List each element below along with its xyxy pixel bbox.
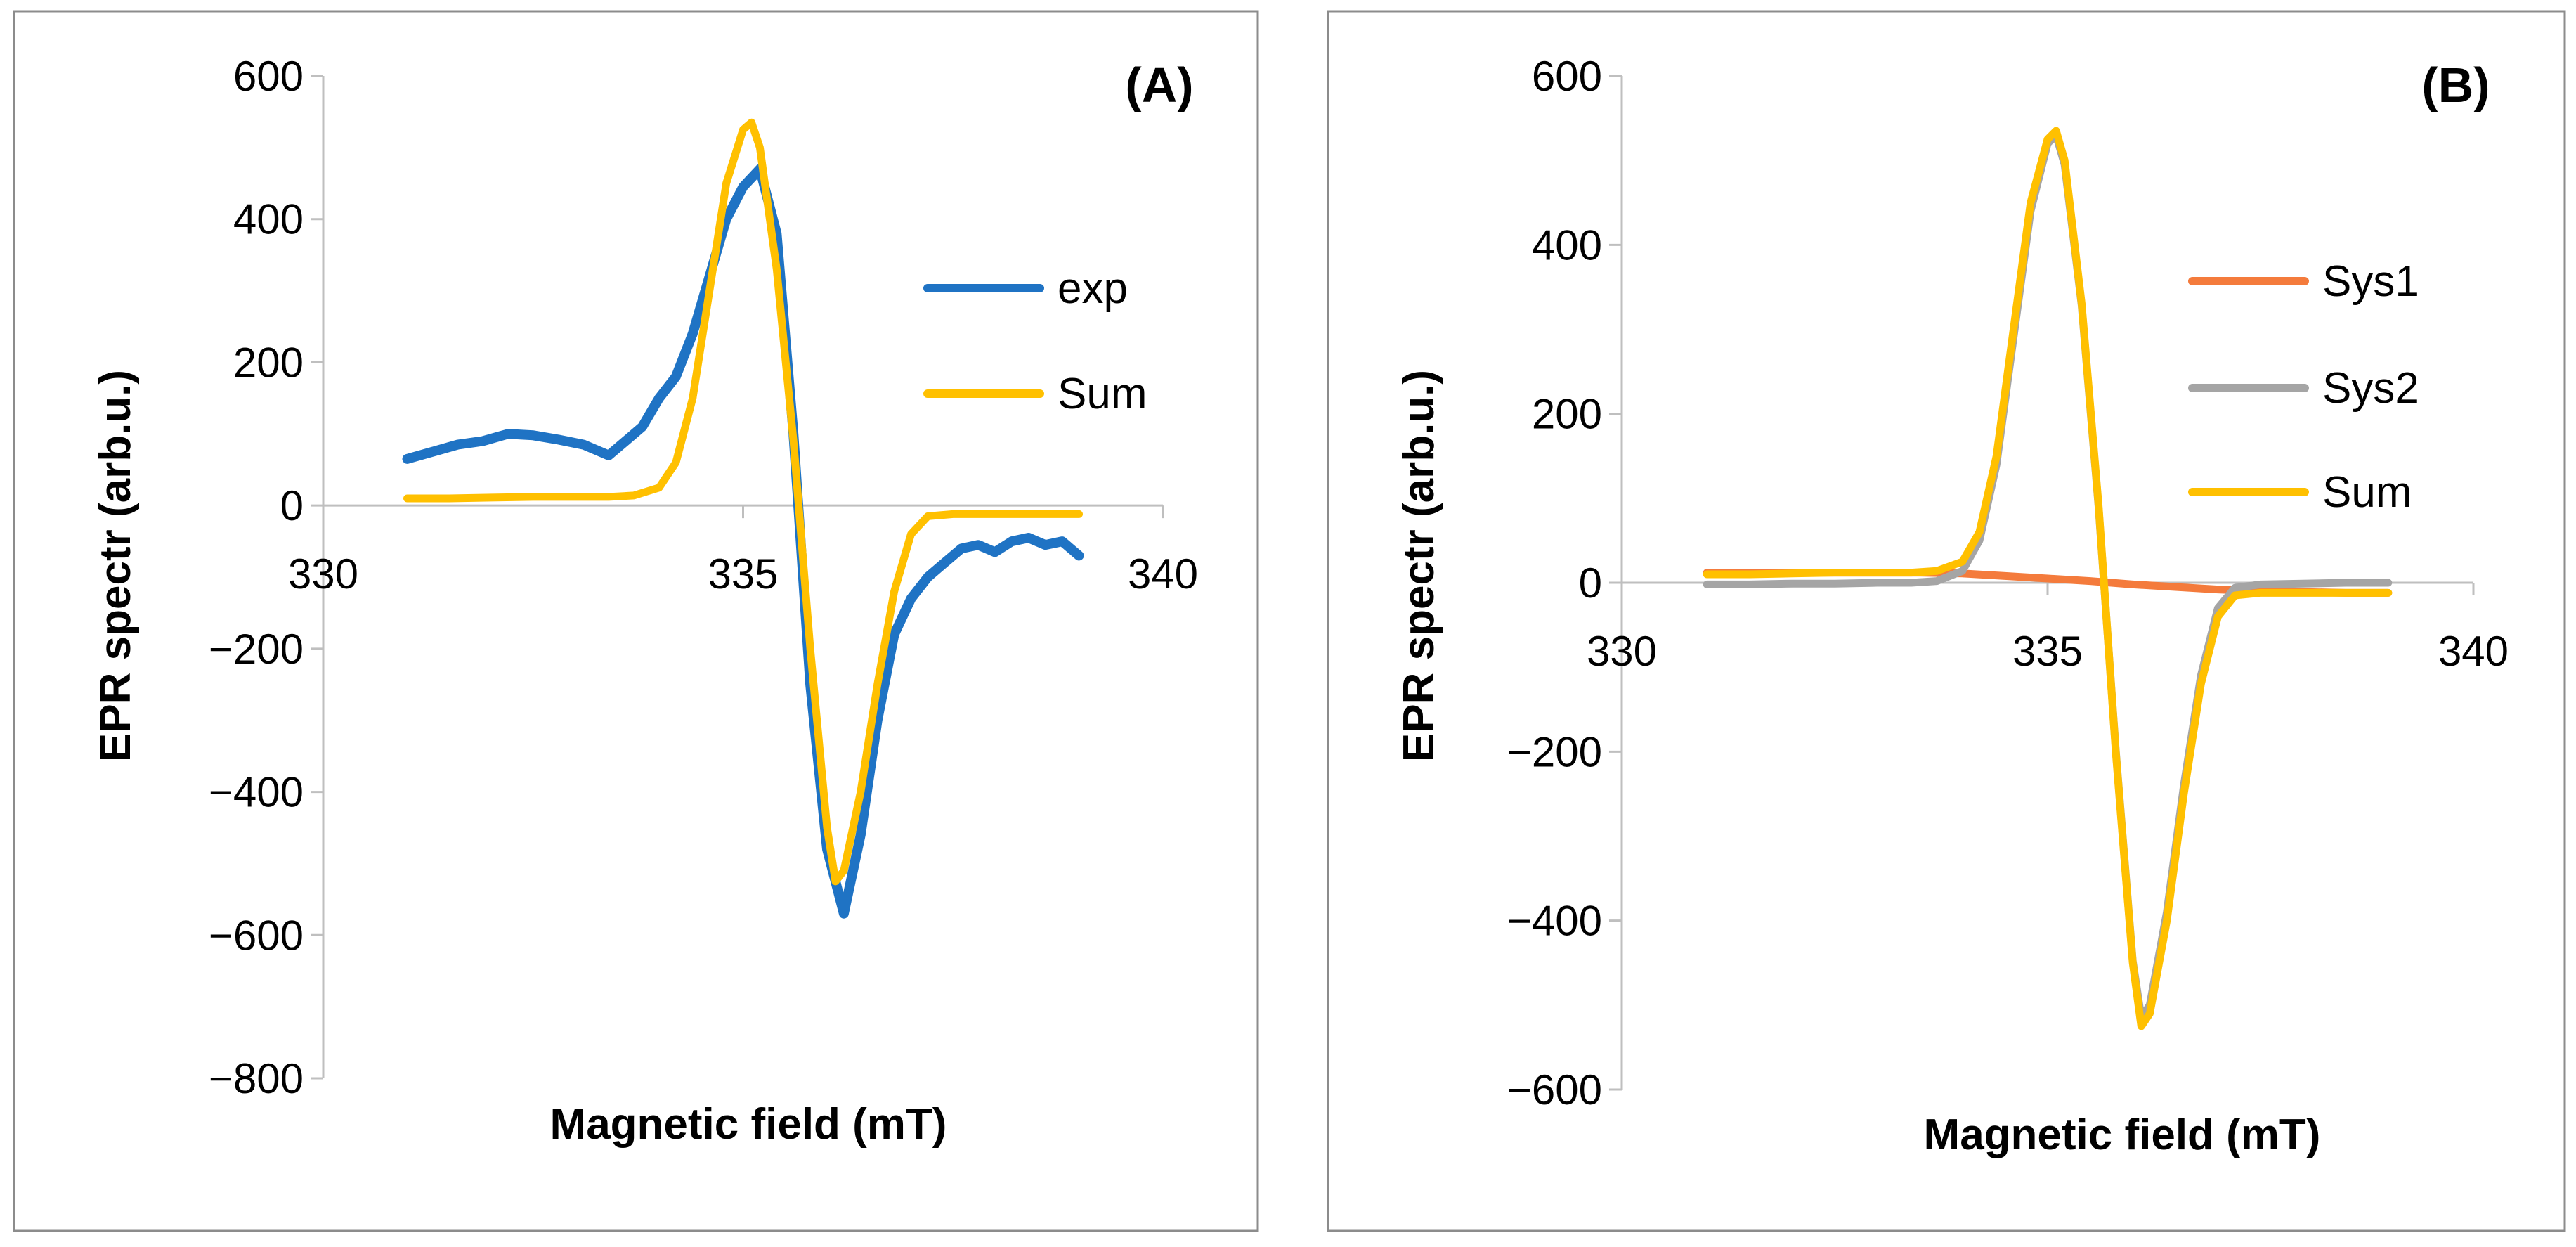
panel-b-x-tick-label: 330	[1587, 628, 1657, 675]
panel-b-legend-label-sum: Sum	[2322, 468, 2412, 517]
panel-a-series-sum	[403, 118, 1083, 886]
panel-a-series-exp	[402, 164, 1084, 919]
panel-b-y-tick-label: 200	[1532, 391, 1602, 438]
panel-a-legend-label-sum: Sum	[1058, 370, 1147, 418]
panel-a-x-axis-title: Magnetic field (mT)	[550, 1100, 947, 1149]
panel-b-x-tick-label: 340	[2438, 628, 2509, 675]
panel-a-y-tick-label: −800	[209, 1055, 304, 1102]
panel-b-y-axis-title: EPR spectr (arb.u.)	[1395, 370, 1443, 762]
panel-b-legend-label-sys2: Sys2	[2322, 364, 2419, 413]
panel-b-label: (B)	[2421, 58, 2490, 112]
panel-b-y-tick-label: −600	[1507, 1066, 1602, 1113]
panel-a-y-axis-title: EPR spectr (arb.u.)	[91, 370, 140, 762]
panel-a-x-tick-label: 340	[1128, 550, 1198, 597]
panel-a-x-tick-label: 335	[708, 550, 778, 597]
panel-b-x-axis-title: Magnetic field (mT)	[1924, 1111, 2321, 1159]
panel-a-y-tick-label: −400	[209, 769, 304, 816]
panel-b-y-tick-label: 600	[1532, 53, 1602, 100]
panel-a-legend-label-exp: exp	[1058, 264, 1128, 313]
panel-a-x-tick-label: 330	[288, 550, 358, 597]
panel-a-y-tick-label: 600	[233, 53, 304, 100]
panel-a-y-tick-label: −200	[209, 626, 304, 673]
panel-b-x-tick-label: 335	[2012, 628, 2083, 675]
chart-panel-b: 600 400 200 0 −200 −400 −600 330 335 340 (B) Magn…	[1327, 10, 2566, 1232]
panel-a-y-tick-label: 400	[233, 196, 304, 243]
panel-b-series-sum	[1703, 127, 2393, 1030]
panel-a-y-tick-label: 0	[280, 482, 304, 529]
panel-a-y-tick-label: 200	[233, 339, 304, 386]
panel-b-y-tick-label: −400	[1507, 898, 1602, 945]
panel-b-frame	[1327, 10, 2566, 1232]
panel-b-y-tick-label: −200	[1507, 728, 1602, 775]
panel-b-y-tick-label: 0	[1579, 560, 1602, 607]
panel-a-y-tick-label: −600	[209, 912, 304, 959]
panel-b-legend: Sys1 Sys2 Sum	[2188, 257, 2419, 517]
panel-b-y-tick-label: 400	[1532, 221, 1602, 269]
panel-a-legend: exp Sum	[923, 264, 1147, 418]
panel-a-label: (A)	[1125, 58, 1193, 112]
panel-a-frame	[13, 10, 1259, 1232]
panel-b-legend-label-sys1: Sys1	[2322, 257, 2419, 306]
